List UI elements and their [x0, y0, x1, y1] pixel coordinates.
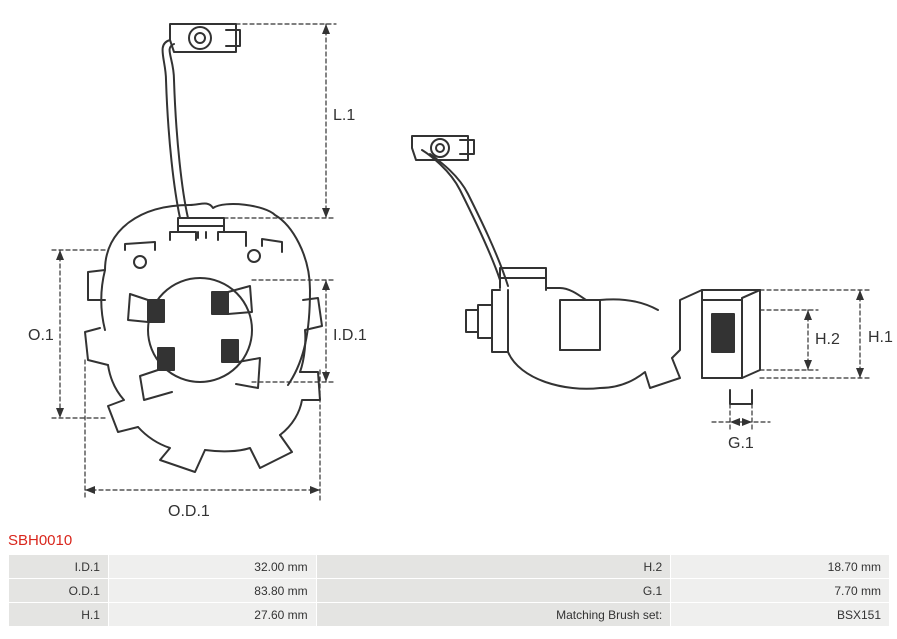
dim-label-id1: I.D.1: [333, 327, 367, 344]
spec-value: 32.00 mm: [108, 555, 316, 579]
dim-label-g1: G.1: [728, 435, 754, 452]
dim-label-h1: H.1: [868, 329, 893, 346]
spec-value: 27.60 mm: [108, 603, 316, 627]
spec-value: 83.80 mm: [108, 579, 316, 603]
spec-value: BSX151: [671, 603, 890, 627]
table-row: H.1 27.60 mm Matching Brush set: BSX151: [9, 603, 890, 627]
spec-label: Matching Brush set:: [316, 603, 671, 627]
spec-label: O.D.1: [9, 579, 109, 603]
spec-value: 18.70 mm: [671, 555, 890, 579]
dim-label-od1: O.D.1: [168, 503, 210, 520]
dim-label-h2: H.2: [815, 331, 840, 348]
spec-label: I.D.1: [9, 555, 109, 579]
table-row: O.D.1 83.80 mm G.1 7.70 mm: [9, 579, 890, 603]
spec-value: 7.70 mm: [671, 579, 890, 603]
spec-label: H.2: [316, 555, 671, 579]
dim-label-o1: O.1: [28, 327, 54, 344]
technical-diagram: L.1 I.D.1 O.1 O.D.1 H.1 H.2 G.1: [0, 0, 897, 527]
part-number: SBH0010: [8, 532, 72, 549]
spec-table: I.D.1 32.00 mm H.2 18.70 mm O.D.1 83.80 …: [8, 554, 890, 627]
table-row: I.D.1 32.00 mm H.2 18.70 mm: [9, 555, 890, 579]
spec-label: H.1: [9, 603, 109, 627]
dim-label-l1: L.1: [333, 107, 355, 124]
spec-label: G.1: [316, 579, 671, 603]
